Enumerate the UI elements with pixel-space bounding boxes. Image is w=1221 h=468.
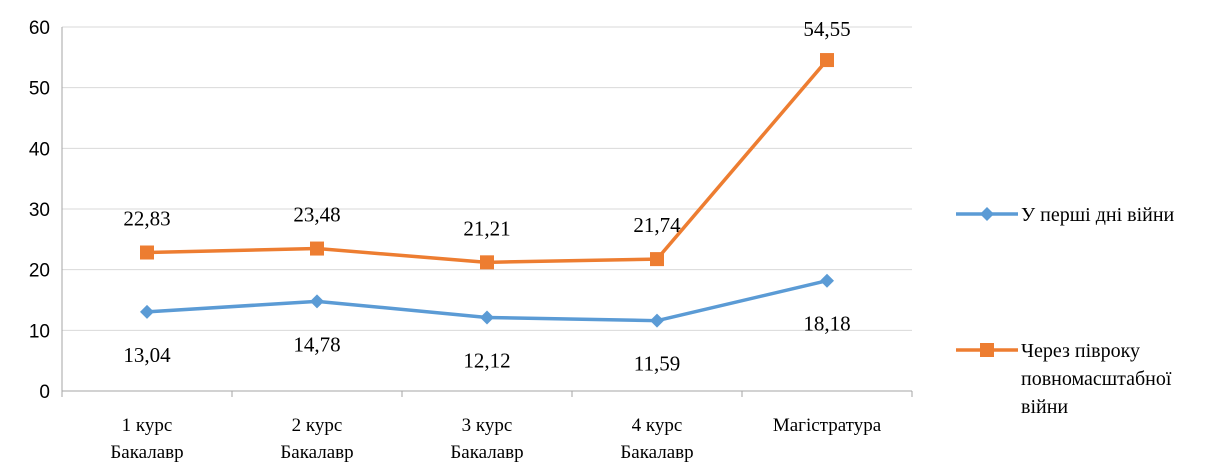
axes	[61, 27, 913, 397]
data-point-diamond	[480, 310, 494, 325]
legend: У перші дні війни Через півроку повномасшт…	[956, 204, 1175, 418]
data-label: 23,48	[293, 203, 340, 227]
data-labels: 13,04 14,78 12,12 11,59 18,18 22,83 23,48 21,21…	[123, 17, 850, 376]
data-point-square	[310, 241, 324, 256]
data-label: 54,55	[803, 17, 850, 41]
data-label: 21,74	[633, 213, 681, 237]
x-tick-label-line: Бакалавр	[620, 442, 693, 463]
x-tick-label: Магістратура	[773, 415, 882, 436]
legend-label-line: повномасштабної	[1021, 368, 1172, 390]
y-tick-label: 20	[29, 261, 50, 282]
data-point-diamond	[820, 273, 834, 288]
x-tick-label-line: Магістратура	[773, 415, 882, 436]
x-tick-label-line: 4 курс	[632, 415, 683, 436]
legend-label: Через півроку повномасштабної війни	[1021, 340, 1172, 418]
data-label: 22,83	[123, 206, 170, 230]
x-tick-label: 2 курс Бакалавр	[280, 415, 353, 463]
data-label: 11,59	[634, 352, 680, 376]
y-tick-label: 40	[29, 139, 50, 160]
y-tick-label: 50	[29, 79, 50, 100]
y-axis-ticks: 0 10 20 30 40 50 60	[29, 18, 50, 403]
data-point-diamond	[140, 304, 154, 319]
data-label: 13,04	[123, 343, 171, 367]
legend-label-line: Через півроку	[1021, 340, 1140, 362]
gridlines	[62, 26, 912, 331]
data-point-diamond	[650, 313, 664, 328]
legend-marker-diamond	[980, 207, 994, 221]
x-tick-label-line: 2 курс	[292, 415, 343, 436]
legend-marker-square	[980, 343, 994, 357]
data-point-square	[480, 255, 494, 270]
series-group	[140, 53, 834, 328]
x-tick-label-line: Бакалавр	[280, 442, 353, 463]
x-tick-label-line: 3 курс	[462, 415, 513, 436]
data-point-square	[820, 53, 834, 68]
y-tick-label: 30	[29, 200, 50, 221]
y-tick-label: 0	[39, 382, 50, 403]
x-tick-label: 1 курс Бакалавр	[110, 415, 183, 463]
y-tick-label: 60	[29, 18, 50, 39]
x-tick-label-line: Бакалавр	[450, 442, 523, 463]
data-label: 14,78	[293, 332, 340, 356]
data-point-diamond	[310, 294, 324, 309]
legend-label-line: війни	[1021, 396, 1068, 418]
x-tick-label: 4 курс Бакалавр	[620, 415, 693, 463]
legend-label: У перші дні війни	[1021, 204, 1175, 226]
data-label: 18,18	[803, 312, 850, 336]
data-point-square	[650, 252, 664, 267]
data-point-square	[140, 245, 154, 260]
x-axis-ticks: 1 курс Бакалавр 2 курс Бакалавр 3 курс Бакала…	[110, 415, 881, 463]
x-tick-label-line: Бакалавр	[110, 442, 183, 463]
legend-label-line: У перші дні війни	[1021, 204, 1175, 226]
data-label: 21,21	[463, 216, 510, 240]
y-tick-label: 10	[29, 321, 50, 342]
x-tick-label-line: 1 курс	[122, 415, 173, 436]
x-tick-label: 3 курс Бакалавр	[450, 415, 523, 463]
data-label: 12,12	[463, 348, 510, 372]
